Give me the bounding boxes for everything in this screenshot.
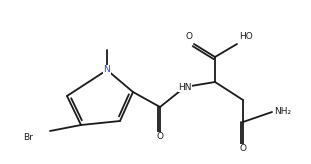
Text: NH₂: NH₂ [274,107,291,116]
Text: O: O [156,132,164,141]
Text: HN: HN [178,82,192,92]
Text: O: O [239,144,247,153]
Text: Br: Br [23,133,33,143]
Text: N: N [104,65,110,74]
Text: HO: HO [239,32,253,41]
Text: O: O [185,32,192,41]
